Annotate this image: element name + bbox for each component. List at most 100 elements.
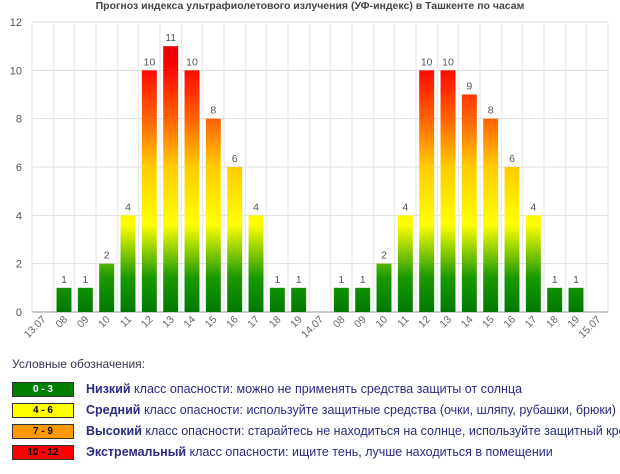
legend-name-medium: Средний [86, 403, 141, 417]
x-tick-label: 18 [267, 314, 284, 331]
bar [525, 215, 541, 312]
data-label: 4 [253, 201, 259, 213]
y-tick-label: 0 [16, 307, 22, 319]
legend-text-low: класс опасности: можно не применять сред… [130, 382, 523, 396]
x-tick-label: 14 [459, 314, 476, 331]
legend-swatch-low: 0 - 3 [12, 381, 74, 397]
x-tick-label: 16 [501, 314, 518, 331]
bar [227, 167, 243, 312]
x-tick-label: 10 [373, 314, 390, 331]
x-tick-label: 13.07 [22, 314, 49, 341]
x-tick-label: 12 [139, 314, 156, 331]
bar [269, 287, 285, 312]
x-tick-label: 10 [96, 314, 113, 331]
data-label: 1 [573, 274, 579, 286]
data-label: 9 [466, 81, 472, 93]
bar [248, 215, 264, 312]
x-tick-label: 13 [437, 314, 454, 331]
bar [547, 287, 563, 312]
bar [205, 118, 221, 313]
bar [461, 94, 477, 312]
data-label: 10 [186, 56, 198, 68]
x-tick-label: 17 [523, 314, 540, 331]
legend-row-medium: 4 - 6 Средний класс опасности: используй… [12, 402, 616, 418]
bar [568, 287, 584, 312]
legend-title: Условные обозначения: [12, 357, 145, 371]
data-label: 4 [530, 201, 536, 213]
y-tick-label: 2 [16, 259, 22, 271]
bar [483, 118, 499, 313]
x-tick-label: 11 [395, 314, 411, 330]
x-tick-label: 09 [352, 314, 369, 331]
data-label: 8 [210, 105, 216, 117]
x-tick-label: 13 [160, 314, 177, 331]
x-tick-label: 08 [53, 314, 70, 331]
y-axis: 0 2 4 6 8 10 12 [10, 17, 22, 319]
x-tick-label: 12 [416, 314, 433, 331]
data-label: 1 [338, 274, 344, 286]
x-tick-label: 15.07 [576, 314, 603, 341]
legend-name-extreme: Экстремальный [86, 445, 187, 459]
legend-text-high: класс опасности: старайтесь не находитьс… [141, 424, 620, 438]
bar [419, 70, 435, 312]
data-label: 6 [232, 153, 238, 165]
bar [504, 167, 520, 312]
x-tick-label: 11 [118, 314, 134, 330]
data-label: 10 [143, 56, 155, 68]
bar [99, 263, 115, 312]
data-label: 1 [296, 274, 302, 286]
legend-name-high: Высокий [86, 424, 142, 438]
data-label: 4 [402, 201, 408, 213]
bar [397, 215, 413, 312]
y-tick-label: 8 [16, 114, 22, 126]
x-tick-label: 15 [203, 314, 220, 331]
bar [333, 287, 349, 312]
legend-swatch-medium: 4 - 6 [12, 402, 74, 418]
x-tick-label: 14 [181, 314, 198, 331]
legend-text-medium: класс опасности: используйте защитные ср… [140, 403, 616, 417]
data-label: 1 [552, 274, 558, 286]
data-label: 2 [104, 250, 110, 262]
bar [56, 287, 72, 312]
data-label: 1 [61, 274, 67, 286]
legend-row-high: 7 - 9 Высокий класс опасности: старайтес… [12, 423, 620, 439]
legend-swatch-extreme: 10 - 12 [12, 444, 74, 460]
data-label: 11 [165, 32, 176, 44]
data-label: 10 [442, 56, 454, 68]
bar [291, 287, 307, 312]
legend-row-extreme: 10 - 12 Экстремальный класс опасности: и… [12, 444, 553, 460]
x-tick-label: 15 [480, 314, 497, 331]
legend-name-low: Низкий [86, 382, 131, 396]
bar [355, 287, 371, 312]
data-label: 1 [360, 274, 366, 286]
bar [184, 70, 200, 312]
x-tick-label: 16 [224, 314, 241, 331]
grid-lines [31, 21, 609, 313]
bar [77, 287, 93, 312]
x-tick-label: 14.07 [299, 314, 326, 341]
y-tick-label: 6 [16, 162, 22, 174]
x-tick-label: 09 [75, 314, 92, 331]
y-tick-label: 10 [10, 65, 22, 77]
legend-text-extreme: класс опасности: ищите тень, лучше наход… [186, 445, 553, 459]
chart-title: Прогноз индекса ультрафиолетового излуче… [95, 0, 525, 12]
data-label: 1 [82, 274, 88, 286]
data-label: 1 [274, 274, 280, 286]
legend-swatch-high: 7 - 9 [12, 423, 74, 439]
data-label: 10 [421, 56, 433, 68]
data-label: 4 [125, 201, 131, 213]
y-tick-label: 4 [16, 210, 22, 222]
x-tick-label: 17 [245, 314, 262, 331]
bars [56, 46, 584, 313]
y-tick-label: 12 [10, 17, 22, 29]
bar [120, 215, 136, 312]
bar [440, 70, 456, 312]
x-tick-label: 08 [331, 314, 348, 331]
x-tick-label: 18 [544, 314, 561, 331]
data-label: 2 [381, 250, 387, 262]
data-label: 6 [509, 153, 515, 165]
bar [141, 70, 157, 312]
